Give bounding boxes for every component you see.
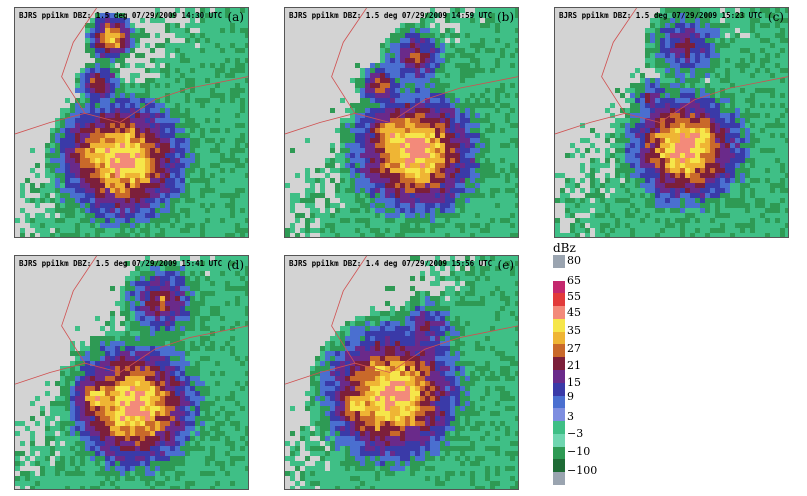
- scale-swatch: [553, 395, 565, 409]
- scale-swatch: [553, 331, 565, 345]
- scale-swatch: [553, 280, 565, 294]
- scale-swatch: [553, 267, 565, 282]
- scale-swatch: [553, 344, 565, 358]
- scale-label: 55: [567, 290, 581, 303]
- scale-swatch: [553, 306, 565, 320]
- radar-panel-b: BJRS ppi1km DBZ: 1.5 deg 07/29/2009 14:5…: [284, 7, 519, 238]
- radar-image-b: [285, 8, 518, 237]
- panel-header: BJRS ppi1km DBZ: 1.5 deg 07/29/2009 15:2…: [559, 11, 763, 20]
- color-scale-unit: dBz: [553, 241, 576, 255]
- scale-swatch: [553, 421, 565, 435]
- border-line: [555, 8, 788, 135]
- border-line: [285, 8, 518, 135]
- border-line: [285, 256, 518, 385]
- panel-header: BJRS ppi1km DBZ: 1.5 deg 07/29/2009 14:3…: [19, 11, 223, 20]
- radar-image-a: [15, 8, 248, 237]
- scale-label: −10: [567, 445, 591, 458]
- panel-letter: (a): [227, 10, 244, 24]
- scale-swatch: [553, 357, 565, 371]
- scale-swatch: [553, 433, 565, 448]
- radar-panel-a: BJRS ppi1km DBZ: 1.5 deg 07/29/2009 14:3…: [14, 7, 249, 238]
- scale-label: 35: [567, 324, 581, 337]
- scale-swatch: [553, 446, 565, 460]
- panel-letter: (e): [497, 258, 514, 272]
- scale-swatch: [553, 382, 565, 397]
- border-line: [15, 8, 248, 135]
- panel-letter: (d): [226, 258, 244, 272]
- scale-label: 80: [567, 254, 581, 267]
- panel-header: BJRS ppi1km DBZ: 1.5 deg 07/29/2009 15:4…: [19, 259, 223, 268]
- scale-swatch: [553, 472, 565, 486]
- scale-label: 27: [567, 342, 581, 355]
- radar-panel-e: BJRS ppi1km DBZ: 1.4 deg 07/29/2009 15:5…: [284, 255, 519, 490]
- scale-swatch: [553, 408, 565, 422]
- radar-image-e: [285, 256, 518, 489]
- scale-swatch: [553, 255, 565, 269]
- scale-swatch: [553, 459, 565, 473]
- radar-image-d: [15, 256, 248, 489]
- scale-label: 3: [567, 410, 574, 423]
- radar-panel-c: BJRS ppi1km DBZ: 1.5 deg 07/29/2009 15:2…: [554, 7, 789, 238]
- border-line: [15, 256, 248, 385]
- panel-header: BJRS ppi1km DBZ: 1.5 deg 07/29/2009 14:5…: [289, 11, 493, 20]
- panel-letter: (c): [767, 10, 784, 24]
- scale-label: 45: [567, 306, 581, 319]
- scale-label: 65: [567, 274, 581, 287]
- panel-letter: (b): [496, 10, 514, 24]
- scale-label: 21: [567, 359, 581, 372]
- scale-label: 15: [567, 376, 581, 389]
- radar-image-c: [555, 8, 788, 237]
- scale-label: 9: [567, 390, 574, 403]
- scale-label: −3: [567, 427, 584, 440]
- panel-header: BJRS ppi1km DBZ: 1.4 deg 07/29/2009 15:5…: [289, 259, 493, 268]
- scale-label: −100: [567, 464, 598, 477]
- radar-panel-d: BJRS ppi1km DBZ: 1.5 deg 07/29/2009 15:4…: [14, 255, 249, 490]
- scale-swatch: [553, 293, 565, 307]
- scale-swatch: [553, 318, 565, 333]
- scale-swatch: [553, 370, 565, 384]
